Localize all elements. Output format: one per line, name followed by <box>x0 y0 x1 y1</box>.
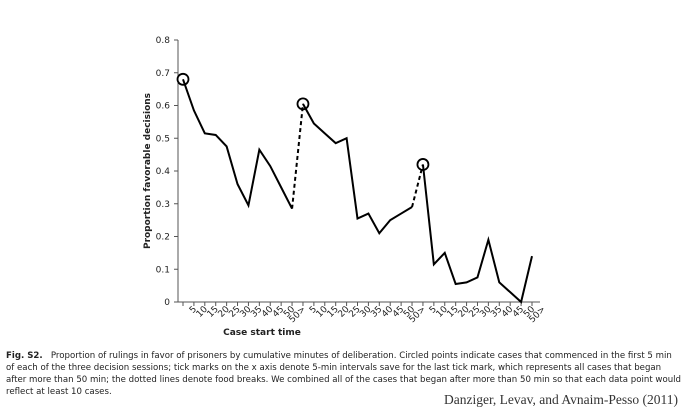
session-start-marker <box>176 72 190 86</box>
y-tick-label: 0.4 <box>156 167 171 177</box>
y-tick-label: 0.6 <box>156 102 171 112</box>
credit: Danziger, Levav, and Avnaim-Pesso (2011) <box>443 392 678 407</box>
data-line <box>182 78 293 210</box>
y-tick-label: 0.1 <box>156 265 170 275</box>
y-tick-label: 0.5 <box>156 134 170 144</box>
y-tick-label: 0.8 <box>156 36 171 46</box>
caption-text: Proportion of rulings in favor of prison… <box>6 351 682 397</box>
food-break-line <box>291 103 304 209</box>
x-tick-label: 5 <box>188 305 199 316</box>
x-tick-label: 5 <box>308 305 319 316</box>
y-tick-label: 0.3 <box>156 200 170 210</box>
session-start-marker <box>416 158 430 171</box>
y-tick-label: 0.7 <box>156 69 170 79</box>
y-tick-label: 0 <box>164 298 170 308</box>
chart: Case start time Proportion favorable dec… <box>143 36 548 338</box>
caption-label: Fig. S2. <box>6 351 43 361</box>
x-axis-label: Case start time <box>223 328 301 338</box>
data-line <box>302 103 413 235</box>
y-tick-label: 0.2 <box>156 233 170 243</box>
y-axis-label: Proportion favorable decisions <box>143 93 153 249</box>
data-line <box>421 164 533 304</box>
food-break-line <box>411 164 424 208</box>
session-start-marker <box>296 97 310 111</box>
caption: Fig. S2. Proportion of rulings in favor … <box>6 350 682 398</box>
x-tick-label: 5 <box>428 305 439 316</box>
